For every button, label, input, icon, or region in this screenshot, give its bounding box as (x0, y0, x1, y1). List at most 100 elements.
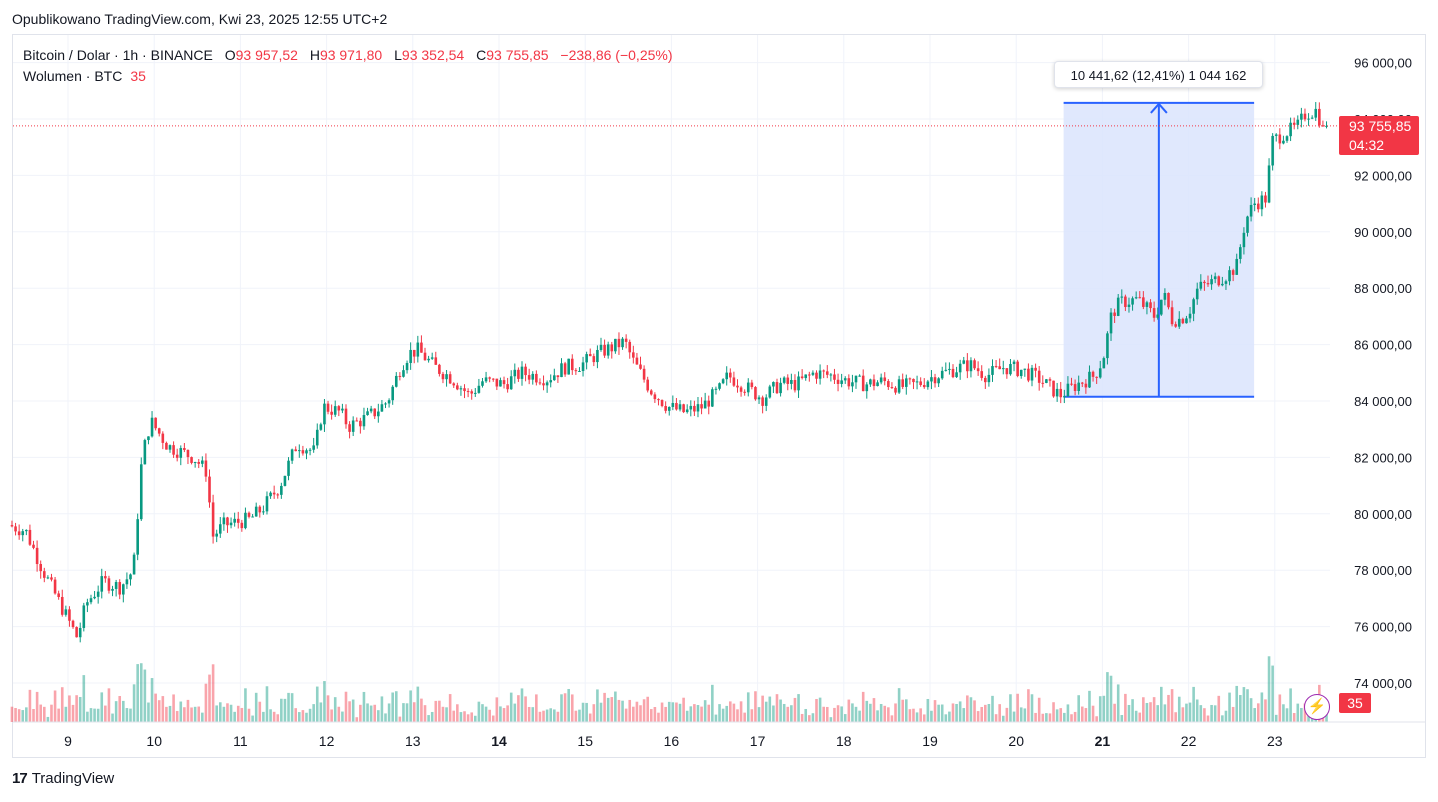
candle-body (1260, 195, 1264, 210)
volume-bar (1217, 695, 1221, 722)
candle-body (409, 349, 412, 363)
volume-bar (797, 694, 800, 722)
candle-body (82, 605, 86, 628)
volume-bar (229, 704, 233, 722)
candle-body (35, 547, 39, 565)
tradingview-logo[interactable]: 17 TradingView (12, 770, 114, 787)
volume-bar (948, 711, 951, 722)
candle-body (570, 358, 574, 371)
candle-body (1009, 364, 1012, 375)
volume-bar (132, 684, 136, 722)
volume-bar (926, 698, 930, 722)
volume-bar (1145, 702, 1149, 722)
volume-bar (944, 714, 948, 722)
volume-bar (240, 707, 244, 722)
candle-body (1052, 380, 1055, 397)
volume-bar (434, 700, 438, 722)
volume-bar (772, 705, 775, 722)
candle-body (811, 372, 815, 375)
volume-bar (17, 709, 21, 722)
symbol-label[interactable]: Bitcoin / Dolar · 1h · BINANCE (23, 47, 213, 63)
volume-bar (851, 703, 854, 722)
volume-bar (1235, 685, 1239, 722)
candle-body (208, 476, 211, 503)
volume-label[interactable]: Wolumen · BTC (23, 68, 123, 84)
legend-volume-row: Wolumen · BTC 35 (23, 66, 673, 87)
candle-body (233, 518, 236, 523)
candle-body (68, 609, 71, 621)
chart-frame[interactable] (12, 34, 1426, 758)
volume-bar (269, 709, 272, 722)
volume-bar (531, 707, 535, 722)
volume-bar (904, 699, 908, 722)
candle-body (1300, 113, 1303, 120)
candle-body (1023, 368, 1027, 370)
candle-body (621, 338, 624, 348)
candle-body (100, 576, 104, 592)
volume-bar (660, 702, 664, 722)
candle-body (448, 374, 452, 384)
candle-body (179, 448, 183, 458)
volume-bar (685, 710, 689, 722)
volume-bar (348, 701, 351, 722)
candle-body (132, 554, 136, 575)
volume-bar (725, 705, 729, 722)
volume-bar (574, 710, 578, 722)
candle-body (1285, 136, 1289, 141)
candle-body (42, 571, 46, 578)
candle-body (1174, 324, 1177, 327)
lightning-icon[interactable]: ⚡ (1304, 694, 1330, 720)
volume-bar (359, 704, 362, 722)
candle-body (373, 408, 377, 417)
volume-bar (362, 691, 366, 722)
volume-bar (962, 708, 966, 722)
volume-bar (64, 706, 68, 722)
candle-body (743, 391, 746, 393)
candle-body (1066, 383, 1070, 397)
candle-body (653, 394, 657, 400)
candle-body (948, 368, 951, 370)
candle-body (840, 380, 843, 384)
volume-bar (1325, 713, 1328, 722)
candle-body (226, 517, 229, 526)
volume-bar (621, 700, 624, 722)
time-axis[interactable]: 9 10 11 12 13 14 15 16 17 18 19 20 21 22 23 (13, 721, 1425, 749)
candle-body (517, 369, 520, 379)
volume-bar (201, 712, 204, 722)
candle-body (1185, 318, 1188, 324)
candle-body (308, 449, 312, 451)
volume-bar (599, 702, 603, 722)
volume-bar (175, 711, 179, 722)
volume-bar (746, 692, 750, 722)
volume-bar (157, 700, 161, 722)
candle-body (104, 576, 107, 579)
volume-bar (1192, 686, 1195, 722)
candle-body (987, 374, 991, 383)
volume-bar (642, 699, 646, 722)
volume-bar (901, 699, 905, 722)
candle-body (865, 384, 869, 392)
volume-bar (998, 704, 1001, 722)
candle-body (1019, 369, 1023, 377)
volume-bar (513, 703, 517, 722)
volume-bar (973, 700, 976, 722)
candle-body (251, 516, 254, 518)
candle-body (1188, 313, 1192, 319)
candle-body (603, 344, 606, 356)
candle-body (254, 506, 258, 517)
volume-bar (32, 708, 35, 722)
candle-body (319, 424, 323, 430)
candle-body (563, 363, 567, 375)
candle-body (567, 358, 570, 375)
candle-body (1170, 307, 1174, 325)
volume-bar (1228, 692, 1231, 722)
volume-bar (247, 708, 251, 722)
volume-bar (790, 705, 793, 722)
volume-bar (930, 710, 933, 722)
candle-body (1235, 258, 1239, 275)
candle-body (962, 360, 966, 364)
volume-bar (333, 697, 337, 722)
volume-bar (452, 710, 456, 722)
price-chart[interactable]: 74 000,00 76 000,00 78 000,00 80 000,00 82 0… (0, 0, 1438, 770)
volume-bar (89, 708, 93, 722)
